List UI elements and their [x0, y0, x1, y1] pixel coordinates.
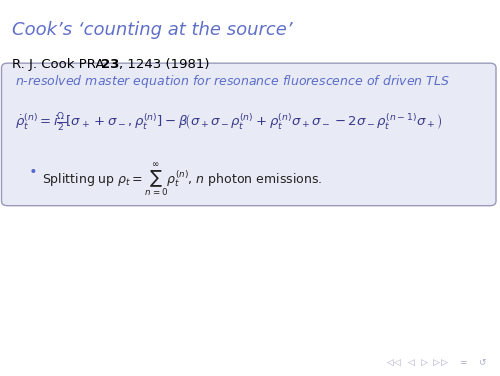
Text: 23: 23 — [102, 58, 120, 71]
Text: , 1243 (1981): , 1243 (1981) — [119, 58, 210, 71]
Text: Splitting up $\rho_t = \sum_{n=0}^{\infty}\rho_t^{(n)}$, $n$ photon emissions.: Splitting up $\rho_t = \sum_{n=0}^{\inft… — [42, 162, 322, 199]
Text: Cook’s ‘counting at the source’: Cook’s ‘counting at the source’ — [12, 21, 293, 39]
Text: $\lhd\!\lhd$  $\lhd$  $\rhd$  $\rhd\!\rhd$   $=$   $\circlearrowleft$: $\lhd\!\lhd$ $\lhd$ $\rhd$ $\rhd\!\rhd$ … — [386, 358, 488, 368]
Text: $\dot{\rho}_t^{(n)} = i\frac{\Omega}{2}[\sigma_+ + \sigma_-, \rho_t^{(n)}] - \be: $\dot{\rho}_t^{(n)} = i\frac{\Omega}{2}[… — [15, 111, 442, 133]
Text: $n$-resolved master equation for resonance fluorescence of driven TLS: $n$-resolved master equation for resonan… — [15, 73, 450, 90]
Text: $\bullet$: $\bullet$ — [28, 162, 36, 176]
Text: R. J. Cook PRA: R. J. Cook PRA — [12, 58, 109, 71]
FancyBboxPatch shape — [2, 63, 496, 206]
